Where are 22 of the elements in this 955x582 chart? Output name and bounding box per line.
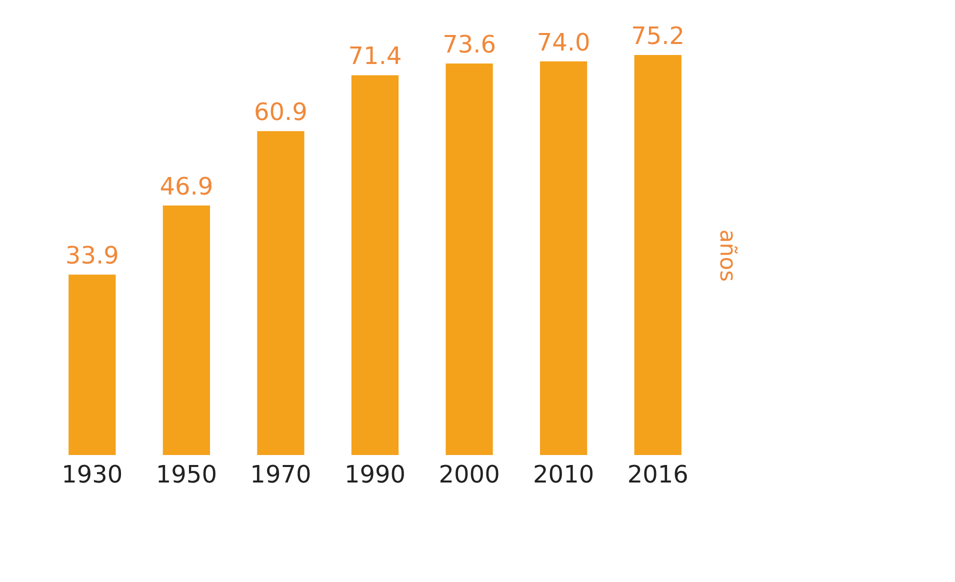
data-label: 33.9 [65, 242, 119, 270]
bar [162, 206, 210, 455]
data-label: 74.0 [536, 28, 590, 56]
bar [446, 64, 493, 455]
data-label: 60.9 [254, 98, 308, 126]
x-tick-label: 2016 [627, 460, 688, 488]
x-tick-label: 2000 [438, 460, 500, 488]
x-tick-label: 1990 [344, 460, 406, 488]
data-label: 75.2 [631, 22, 685, 50]
bar [351, 75, 399, 455]
y-axis-title: años [714, 229, 740, 282]
bar [257, 131, 304, 455]
data-label: 73.6 [442, 30, 496, 59]
x-tick-label: 1950 [156, 460, 217, 488]
bar [634, 55, 682, 455]
data-label: 71.4 [348, 42, 402, 70]
bar [540, 61, 588, 455]
data-label: 46.9 [160, 172, 214, 201]
x-tick-label: 1930 [62, 460, 123, 488]
bar [68, 274, 116, 455]
x-tick-label: 2010 [533, 460, 594, 488]
x-tick-label: 1970 [250, 460, 312, 488]
